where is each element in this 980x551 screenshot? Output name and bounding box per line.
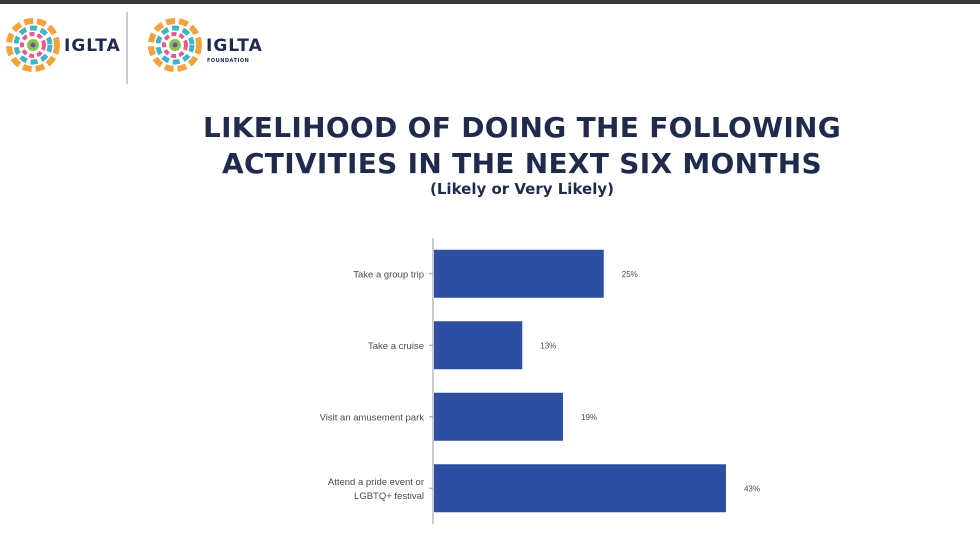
data-label: 25% [622, 270, 638, 279]
category-label-line: LGBTQ+ festival [354, 491, 424, 502]
logo-subtext: FOUNDATION [207, 58, 250, 64]
chart-title-line: ACTIVITIES IN THE NEXT SIX MONTHS [221, 147, 822, 180]
logo-area: IGLTA IGLTA FOUNDATION [0, 10, 280, 84]
logo-divider [126, 12, 128, 84]
category-label-line: Take a cruise [368, 341, 424, 352]
bar [434, 464, 726, 513]
category-label: Take a cruise [368, 341, 424, 352]
bar [434, 249, 604, 298]
bar [434, 321, 523, 370]
category-label: Attend a pride event or LGBTQ+ festival [328, 477, 424, 502]
logo-text: IGLTA [64, 36, 121, 56]
data-label: 19% [581, 413, 597, 422]
top-border [0, 0, 980, 4]
data-label: 43% [744, 484, 760, 493]
iglta-emblem-icon [6, 18, 60, 72]
bar [434, 392, 564, 441]
category-label-line: Take a group trip [353, 269, 424, 280]
category-label: Take a group trip [353, 269, 424, 280]
category-label-line: Attend a pride event or [328, 477, 424, 488]
iglta-foundation-emblem-icon [148, 18, 202, 72]
chart-title-line: LIKELIHOOD OF DOING THE FOLLOWING [202, 111, 842, 144]
data-label: 13% [540, 341, 556, 350]
chart-subtitle: (Likely or Very Likely) [430, 180, 614, 198]
category-label-line: Visit an amusement park [320, 412, 425, 423]
chart-title: LIKELIHOOD OF DOING THE FOLLOWING ACTIVI… [150, 110, 894, 182]
category-label: Visit an amusement park [320, 412, 425, 423]
logo-text: IGLTA [206, 36, 263, 56]
